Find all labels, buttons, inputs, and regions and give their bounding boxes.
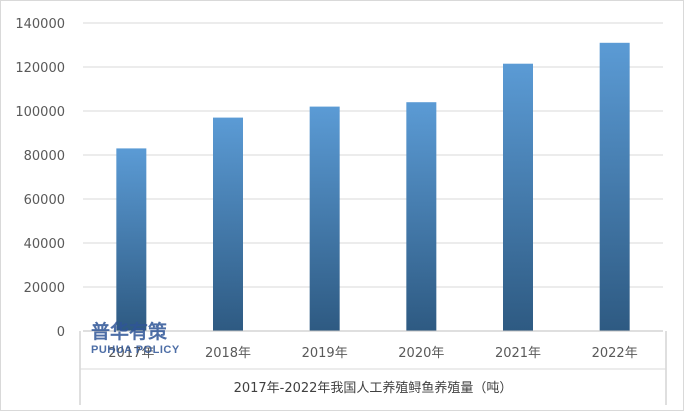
bars	[116, 42, 630, 332]
bar-2021年	[503, 63, 533, 331]
x-tick-label: 2022年	[592, 346, 638, 361]
bar-2020年	[406, 102, 437, 331]
x-tick-label: 2018年	[205, 346, 251, 361]
y-tick-label: 20000	[24, 281, 65, 296]
puhua-policy-watermark: 普华有策 PUHUA POLICY	[91, 320, 180, 356]
y-tick-label: 120000	[15, 61, 65, 76]
x-axis-title: 2017年-2022年我国人工养殖鲟鱼养殖量（吨）	[234, 380, 513, 396]
y-tick-label: 100000	[15, 105, 65, 120]
x-axis-tick-labels: 2017年 2018年 2019年 2020年 2021年 2022年	[108, 346, 637, 361]
bar-2019年	[309, 106, 340, 331]
y-tick-label: 40000	[24, 237, 65, 252]
x-tick-label: 2019年	[302, 346, 348, 361]
watermark-name-en: PUHUA POLICY	[91, 344, 180, 356]
x-tick-label: 2020年	[398, 346, 444, 361]
y-tick-label: 140000	[15, 17, 65, 32]
watermark-name-cn: 普华有策	[91, 320, 168, 343]
gridlines	[83, 22, 663, 288]
x-tick-label: 2021年	[495, 346, 541, 361]
x-tick-label: 2017年	[108, 346, 154, 361]
y-tick-label: 60000	[24, 193, 65, 208]
bar-2017年	[116, 148, 147, 331]
bar-2018年	[213, 117, 243, 331]
y-axis-tick-labels: 0 20000 40000 60000 80000 100000 120000 140000	[15, 17, 65, 340]
bar-2022年	[599, 42, 630, 332]
y-tick-label: 80000	[24, 149, 65, 164]
y-tick-label: 0	[57, 325, 65, 340]
